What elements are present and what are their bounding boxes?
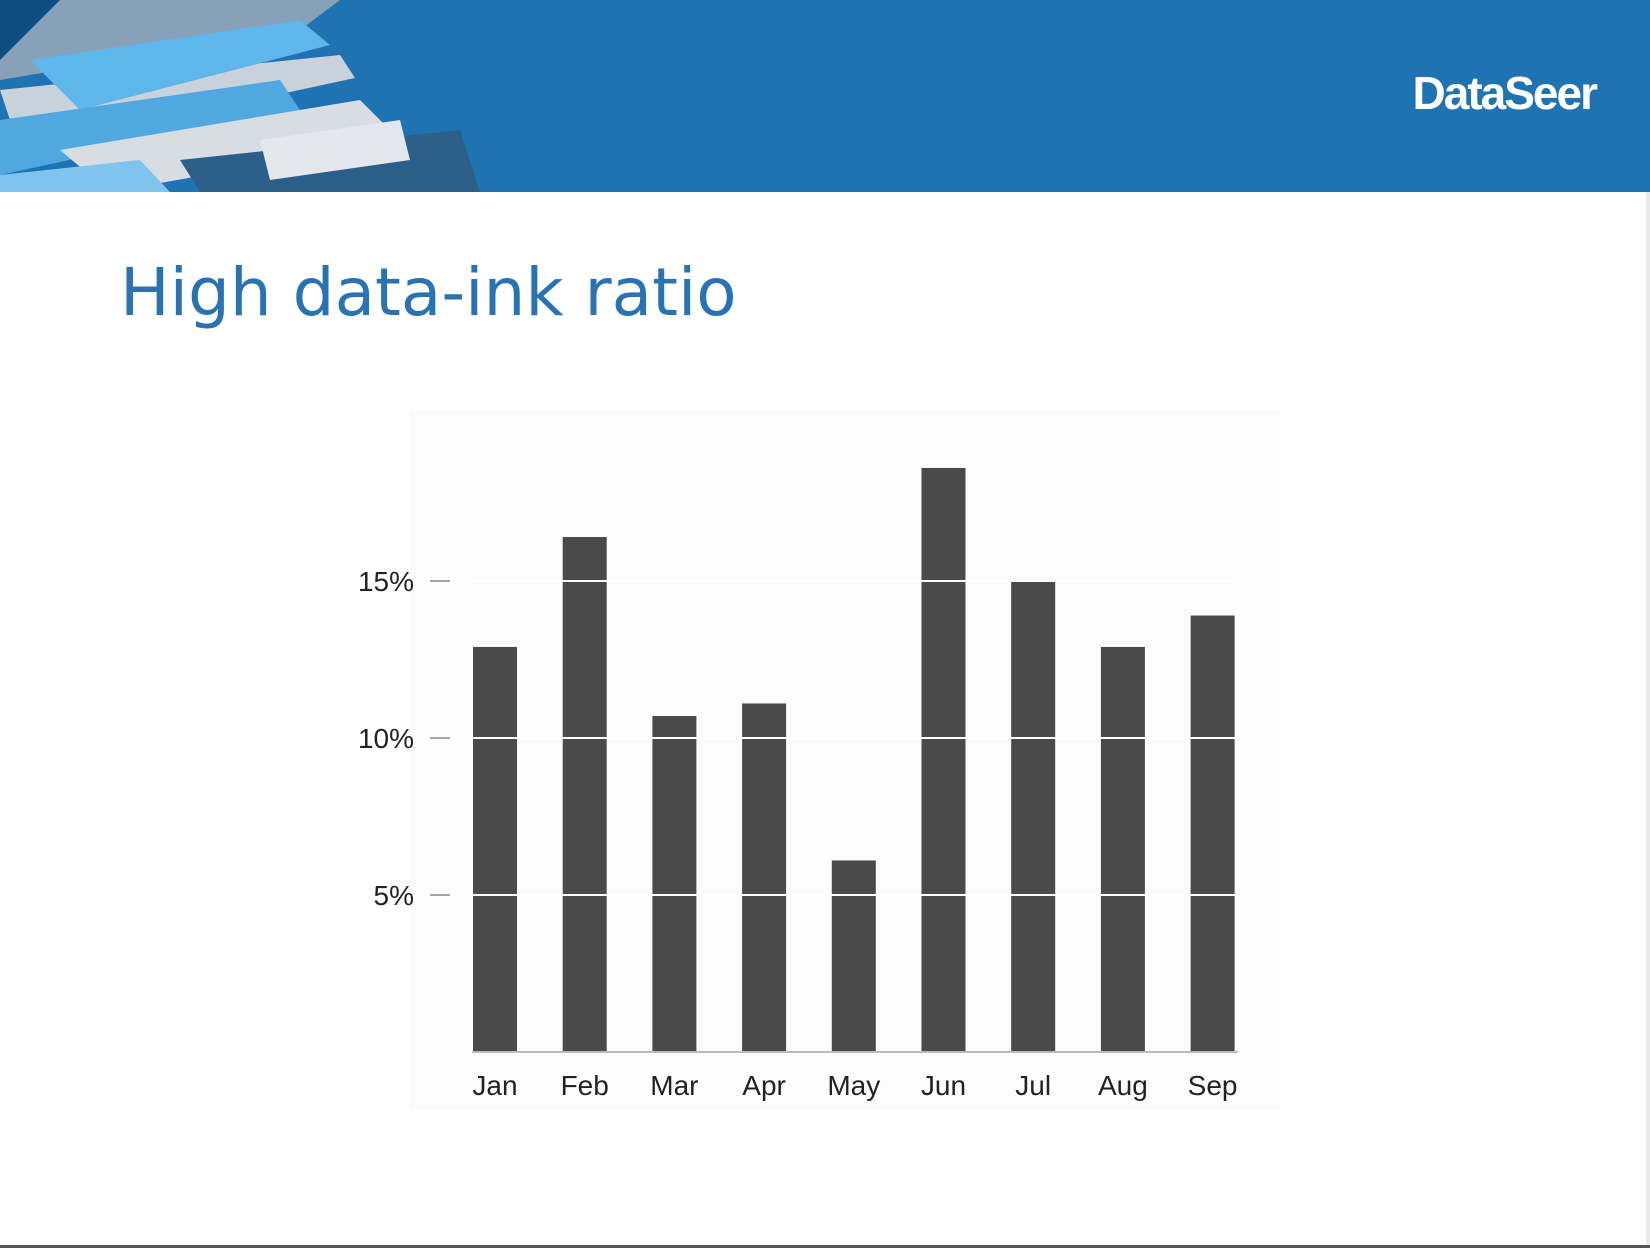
- x-tick-label-aug: Aug: [1098, 1070, 1148, 1101]
- x-tick-label-feb: Feb: [561, 1070, 609, 1101]
- header-decoration: [0, 0, 480, 192]
- bar-aug: [1100, 646, 1145, 1052]
- header-banner: DataSeer: [0, 0, 1650, 192]
- x-tick-label-sep: Sep: [1188, 1070, 1238, 1101]
- bar-may: [831, 860, 876, 1052]
- slide-bottom-border: [0, 1245, 1650, 1248]
- slide-title: High data-ink ratio: [120, 254, 737, 331]
- y-tick-label-15: 15%: [358, 566, 414, 597]
- bar-jan: [473, 646, 517, 1052]
- x-tick-label-apr: Apr: [742, 1070, 786, 1101]
- x-tick-label-mar: Mar: [650, 1070, 698, 1101]
- bar-sep: [1190, 615, 1235, 1052]
- brand-logo: DataSeer: [1412, 67, 1598, 119]
- bar-mar: [652, 716, 697, 1052]
- y-tick-label-5: 5%: [374, 880, 414, 911]
- slide-right-border: [1646, 192, 1650, 1248]
- bar-jul: [1011, 581, 1056, 1052]
- x-tick-label-jun: Jun: [921, 1070, 966, 1101]
- bar-feb: [562, 537, 607, 1052]
- y-tick-label-10: 10%: [358, 723, 414, 754]
- x-tick-label-may: May: [827, 1070, 880, 1101]
- bar-jun: [921, 467, 966, 1053]
- x-tick-label-jul: Jul: [1015, 1070, 1051, 1101]
- bar-apr: [742, 703, 787, 1052]
- x-tick-label-jan: Jan: [472, 1070, 517, 1101]
